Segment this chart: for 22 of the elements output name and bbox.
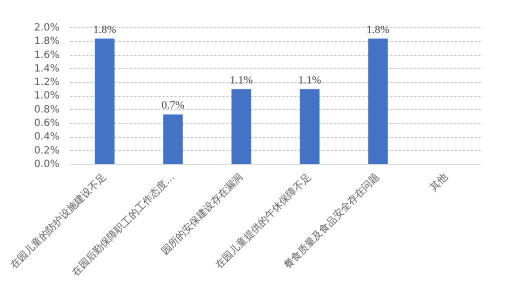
- x-tick-label: 其他: [428, 170, 450, 194]
- y-tick-label: 1.2%: [34, 77, 60, 88]
- y-tick-label: 0.6%: [34, 118, 60, 130]
- data-label: 0.7%: [162, 100, 184, 112]
- y-tick-label: 0.2%: [34, 145, 60, 156]
- data-label: 1.1%: [298, 74, 322, 86]
- bar: [300, 89, 320, 164]
- y-tick-label: 2.0%: [34, 22, 60, 34]
- y-tick-label: 0.8%: [34, 104, 60, 116]
- y-tick-label: 0.0%: [34, 159, 60, 170]
- bar: [94, 38, 114, 164]
- bar: [368, 38, 388, 164]
- bar: [163, 114, 183, 164]
- data-label: 1.8%: [366, 24, 390, 36]
- y-tick-label: 1.4%: [34, 63, 60, 74]
- bar: [232, 89, 252, 164]
- y-tick-label: 1.6%: [34, 50, 60, 61]
- y-tick-label: 1.0%: [34, 90, 60, 102]
- data-label: 1.8%: [93, 24, 116, 36]
- y-tick-label: 1.8%: [34, 36, 60, 48]
- data-label: 1.1%: [230, 74, 253, 86]
- y-tick-label: 0.4%: [34, 132, 60, 143]
